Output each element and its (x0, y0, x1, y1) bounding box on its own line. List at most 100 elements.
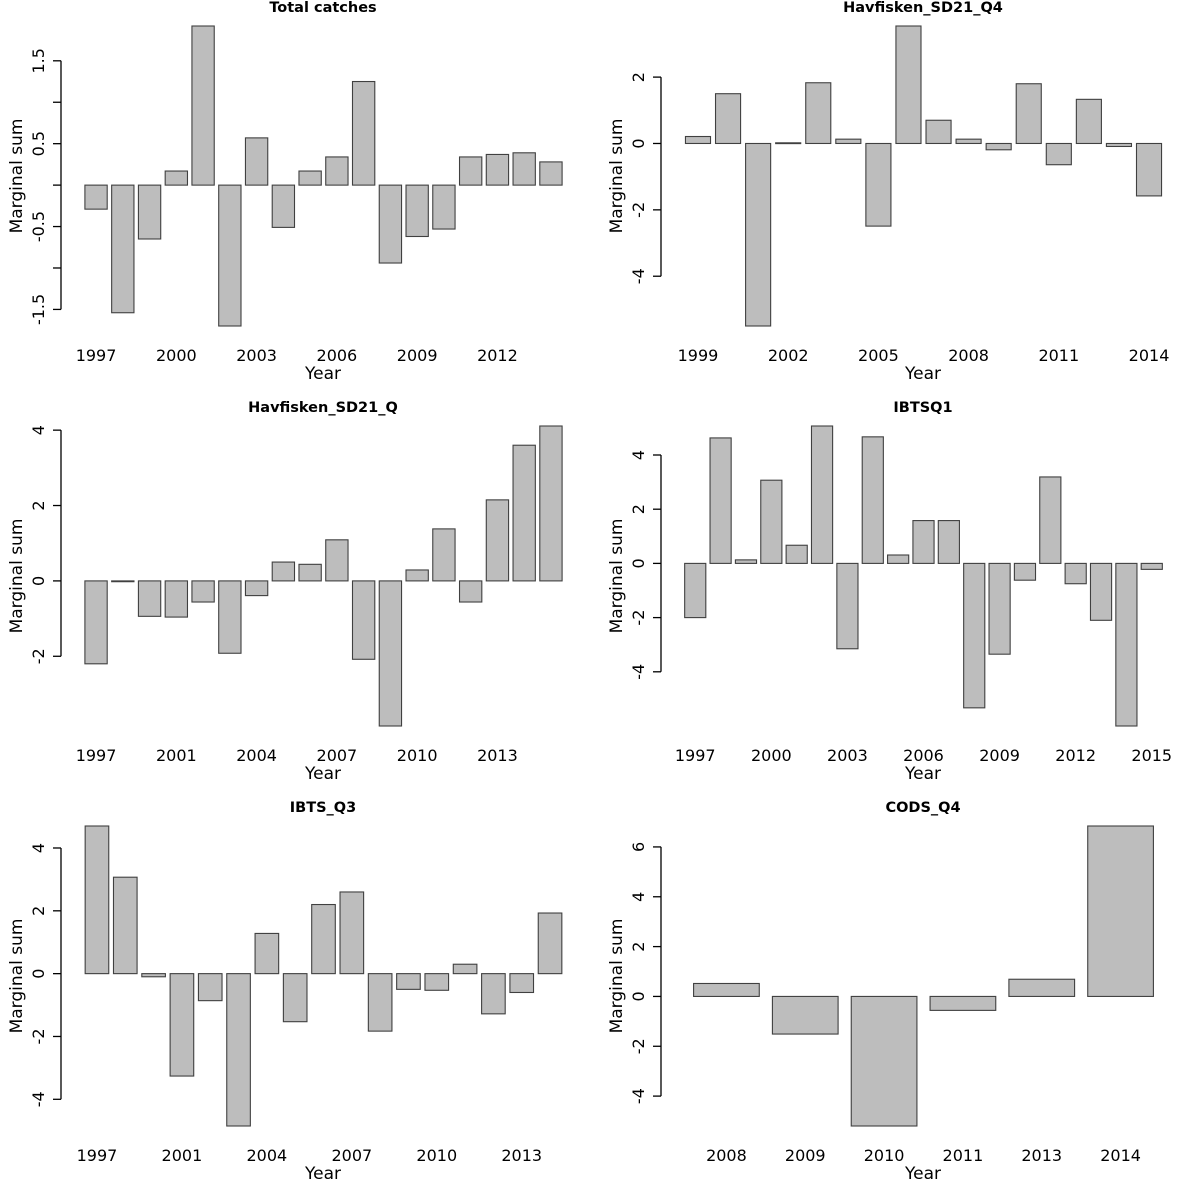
bar-2002 (810, 425, 834, 564)
x-tick-label: 2007 (331, 1146, 372, 1165)
x-tick-label: 2001 (156, 746, 197, 765)
bar-2012 (481, 973, 506, 1015)
bar-2004 (254, 932, 280, 975)
x-tick-label: 2005 (858, 346, 899, 365)
bar-2005 (865, 142, 892, 227)
bar-2002 (775, 142, 802, 145)
y-tick-label: 0 (629, 138, 648, 148)
x-tick-label: 1997 (76, 746, 117, 765)
bar-2008 (955, 138, 982, 145)
bar-2009 (771, 995, 839, 1035)
bar-2005 (298, 170, 322, 186)
bar-2003 (244, 137, 269, 186)
bar-2009 (985, 142, 1012, 151)
bar-2006 (311, 903, 336, 975)
chart-title: Havfisken_SD21_Q (248, 400, 398, 416)
bar-chart-havfisken-sd21-q4: Havfisken_SD21_Q4 Marginal sum Year -4 -2… (607, 0, 1169, 384)
y-axis-label: Marginal sum (607, 919, 627, 1034)
bar-2009 (988, 562, 1011, 655)
y-axis-label: Marginal sum (7, 519, 27, 634)
bar-2008 (351, 580, 376, 660)
bar-1997 (84, 184, 108, 210)
bar-2006 (298, 563, 322, 582)
y-tick-label: 1.5 (29, 48, 48, 73)
bar-2006 (895, 25, 922, 145)
bar-2013 (509, 973, 535, 994)
x-tick-label: 2009 (979, 746, 1020, 765)
bar-2001 (745, 142, 772, 327)
plot-area: -4 -2 0 2 4 1997 2000 2003 2006 2009 2012 2015 (629, 425, 1172, 765)
x-axis-label: Year (904, 764, 941, 784)
y-tick-label: 4 (629, 892, 648, 902)
bar-2013 (512, 152, 536, 186)
bar-2000 (760, 479, 783, 564)
bar-chart-total-catches: Total catches Marginal sum Year -1.5 -0.5… (7, 0, 563, 384)
y-tick-label: -2 (629, 202, 648, 218)
x-axis-label: Year (304, 764, 341, 784)
bar-2007 (351, 80, 376, 186)
bar-2014 (1087, 825, 1154, 997)
x-axis-label: Year (904, 1164, 941, 1184)
bar-2003 (218, 580, 242, 654)
x-tick-label: 2006 (317, 346, 358, 365)
bar-2004 (244, 580, 269, 597)
x-tick-label: 2010 (864, 1146, 905, 1165)
bar-2013 (1105, 142, 1133, 148)
bar-2000 (141, 973, 166, 978)
bar-2013 (1089, 562, 1113, 621)
x-tick-label: 2013 (501, 1146, 542, 1165)
y-tick-label: 2 (29, 906, 48, 916)
bar-2005 (887, 554, 910, 564)
bar-2010 (424, 973, 450, 991)
bar-2014 (1135, 142, 1163, 197)
chart-title: CODS_Q4 (885, 800, 960, 816)
y-tick-label: 0 (29, 576, 48, 586)
y-tick-label: 4 (629, 450, 648, 460)
chart-panel-cods-q4: CODS_Q4 Marginal sum Year -4 -2 0 2 4 6 2008 20… (600, 800, 1200, 1200)
bar-2002 (197, 973, 223, 1002)
bar-2010 (405, 569, 429, 582)
x-tick-label: 2004 (247, 1146, 288, 1165)
y-tick-label: 0 (629, 991, 648, 1001)
y-tick-label: -4 (629, 268, 648, 284)
x-tick-label: 2013 (1021, 1146, 1062, 1165)
bar-1999 (734, 559, 758, 564)
y-tick-label: -1.5 (29, 294, 48, 325)
x-tick-label: 2010 (416, 1146, 457, 1165)
bar-1999 (684, 135, 712, 145)
bar-2000 (714, 93, 742, 145)
bar-2001 (785, 544, 808, 564)
x-tick-label: 1997 (77, 1146, 118, 1165)
bar-1999 (111, 580, 135, 583)
y-tick-label: -4 (29, 1091, 48, 1107)
bar-2004 (835, 138, 862, 145)
bar-2007 (325, 539, 349, 582)
bar-2007 (937, 520, 960, 564)
bar-2005 (282, 973, 308, 1023)
y-axis-label: Marginal sum (607, 119, 627, 234)
plot-area: -1.5 -0.5 0.5 1.5 1997 2000 2003 2006 2009 2012 (29, 25, 563, 365)
y-tick-label: -2 (29, 648, 48, 664)
bar-2012 (1064, 562, 1087, 585)
bar-2003 (836, 562, 859, 650)
plot-area: -4 -2 0 2 4 1997 2001 2004 2007 2010 2013 (29, 825, 563, 1165)
x-tick-label: 2014 (1100, 1146, 1141, 1165)
bar-2011 (432, 528, 456, 582)
bar-2006 (912, 520, 935, 564)
bar-2012 (458, 580, 483, 603)
bar-2011 (1039, 476, 1062, 564)
x-tick-label: 2008 (706, 1146, 747, 1165)
y-tick-label: -4 (629, 1088, 648, 1104)
bar-2008 (963, 562, 986, 709)
bar-1999 (112, 876, 138, 975)
chart-panel-havfisken-sd21-q: Havfisken_SD21_Q Marginal sum Year -2 0 2 4… (0, 400, 600, 800)
chart-panel-havfisken-sd21-q4: Havfisken_SD21_Q4 Marginal sum Year -4 -2… (600, 0, 1200, 400)
bar-2010 (850, 995, 918, 1127)
x-tick-label: 2000 (751, 746, 792, 765)
x-tick-label: 2009 (785, 1146, 826, 1165)
x-tick-label: 2011 (943, 1146, 984, 1165)
bar-2014 (512, 444, 536, 582)
bar-2001 (191, 25, 215, 186)
bar-1997 (684, 562, 707, 619)
bar-1998 (111, 184, 135, 314)
